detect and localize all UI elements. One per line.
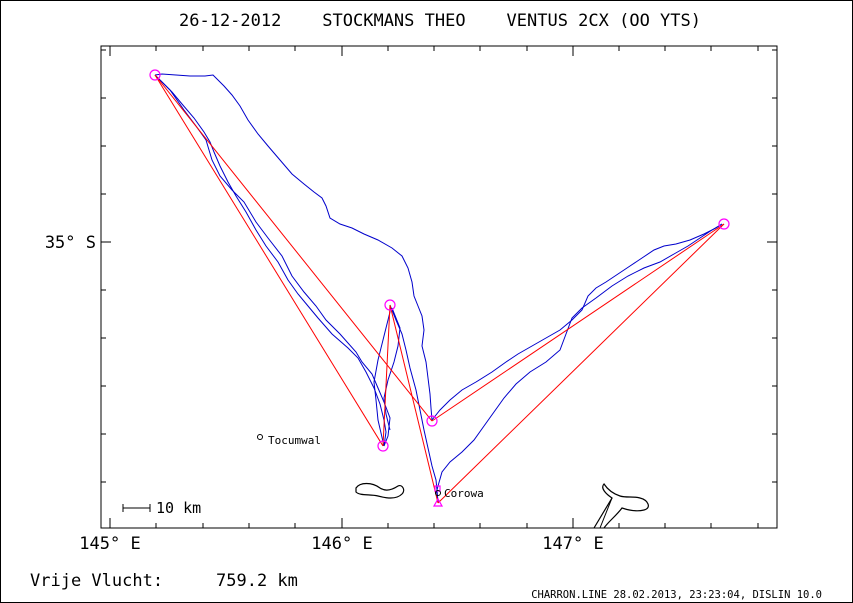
turnpoint-marker <box>426 415 438 427</box>
place-label-tocumwal: Tocumwal <box>268 434 321 447</box>
flight-track-north <box>154 73 433 421</box>
y-tick-label-35s: 35° S <box>45 233 96 253</box>
flight-track-mid <box>373 304 439 503</box>
flight-track-east-return <box>435 223 723 503</box>
flight-track-squiggle <box>383 307 401 431</box>
turnpoint-marker <box>384 299 396 311</box>
chart-title: 26-12-2012 STOCKMANS THEO VENTUS 2CX (OO… <box>179 11 701 31</box>
flight-track-east-out <box>431 223 723 421</box>
flight-track-west-leg <box>154 74 387 447</box>
turnpoints <box>149 69 730 452</box>
place-marker-tocumwal <box>257 434 263 440</box>
turnpoint-marker <box>149 69 161 81</box>
lake-outline <box>355 482 405 499</box>
flight-track-inner <box>159 79 391 447</box>
flight-distance-value: 759.2 km <box>216 571 298 591</box>
river-branch <box>599 497 613 529</box>
axis-ticks <box>101 46 777 528</box>
start-triangle <box>432 497 444 507</box>
x-tick-label-145: 145° E <box>79 534 140 554</box>
turnpoint-marker <box>718 218 730 230</box>
reservoir-outline <box>593 483 649 529</box>
credit-line: CHARRON.LINE 28.02.2013, 23:23:04, DISLI… <box>531 589 822 601</box>
flight-distance-label: Vrije Vlucht: <box>30 571 163 591</box>
task-lines <box>154 74 725 504</box>
x-tick-label-147: 147° E <box>542 534 603 554</box>
scale-bar <box>122 504 151 512</box>
place-label-corowa: Corowa <box>444 487 484 500</box>
turnpoint-marker <box>377 440 389 452</box>
plot-frame <box>100 45 778 529</box>
x-tick-label-146: 146° E <box>311 534 372 554</box>
place-marker-corowa <box>435 490 441 496</box>
scale-bar-label: 10 km <box>156 499 201 517</box>
